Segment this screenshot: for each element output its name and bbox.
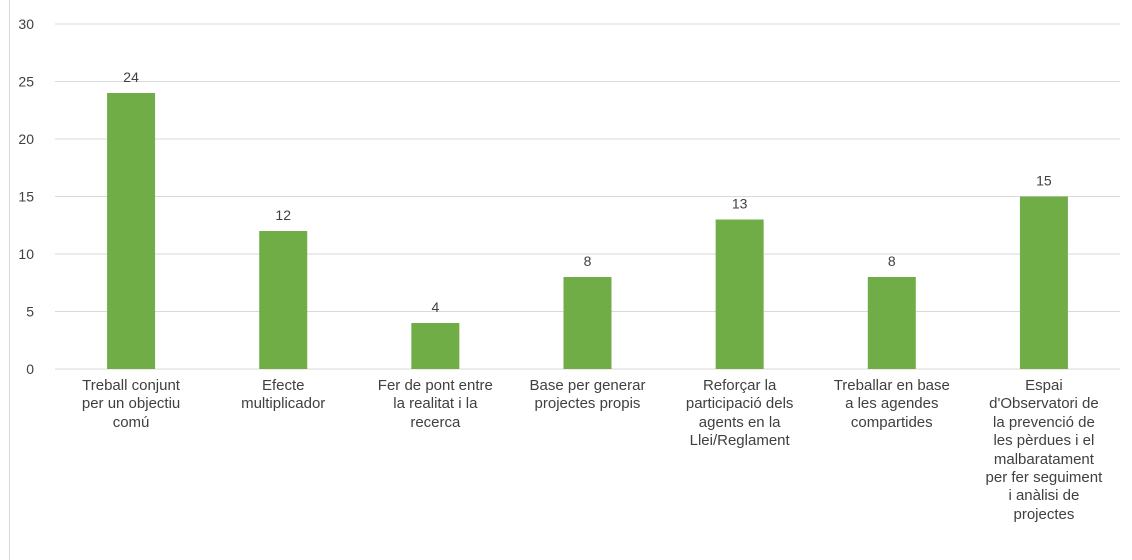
data-label: 15: [1036, 173, 1052, 189]
bar: [259, 231, 308, 369]
x-tick-label: Espai d'Observatori de la prevenció de l…: [985, 377, 1103, 523]
y-tick-label: 0: [26, 361, 34, 377]
x-tick-label: Base per generar projectes propis: [529, 377, 646, 413]
chart-frame-border: [9, 0, 10, 560]
bar: [1019, 196, 1068, 369]
y-tick-label: 10: [18, 246, 34, 262]
y-tick-label: 15: [18, 189, 34, 205]
y-tick-label: 25: [18, 74, 34, 90]
x-tick-label: Treball conjunt per un objectiu comú: [81, 377, 181, 431]
x-tick-label: Efecte multiplicador: [241, 377, 326, 413]
x-tick-label: Fer de pont entre la realitat i la recer…: [377, 377, 493, 431]
data-label: 12: [275, 207, 291, 223]
x-tick-label: Treballar en base a les agendes comparti…: [833, 377, 950, 431]
data-label: 8: [888, 253, 896, 269]
y-tick-label: 5: [26, 304, 34, 320]
data-label: 24: [123, 69, 139, 85]
data-label: 13: [732, 196, 748, 212]
x-tick-label: Reforçar la participació dels agents en …: [685, 377, 794, 450]
bar: [867, 277, 916, 369]
y-tick-label: 30: [18, 16, 34, 32]
bar: [107, 93, 156, 369]
data-label: 4: [431, 299, 439, 315]
bar: [411, 323, 460, 369]
data-label: 8: [584, 253, 592, 269]
bar: [715, 219, 764, 369]
bar: [563, 277, 612, 369]
y-tick-label: 20: [18, 131, 34, 147]
